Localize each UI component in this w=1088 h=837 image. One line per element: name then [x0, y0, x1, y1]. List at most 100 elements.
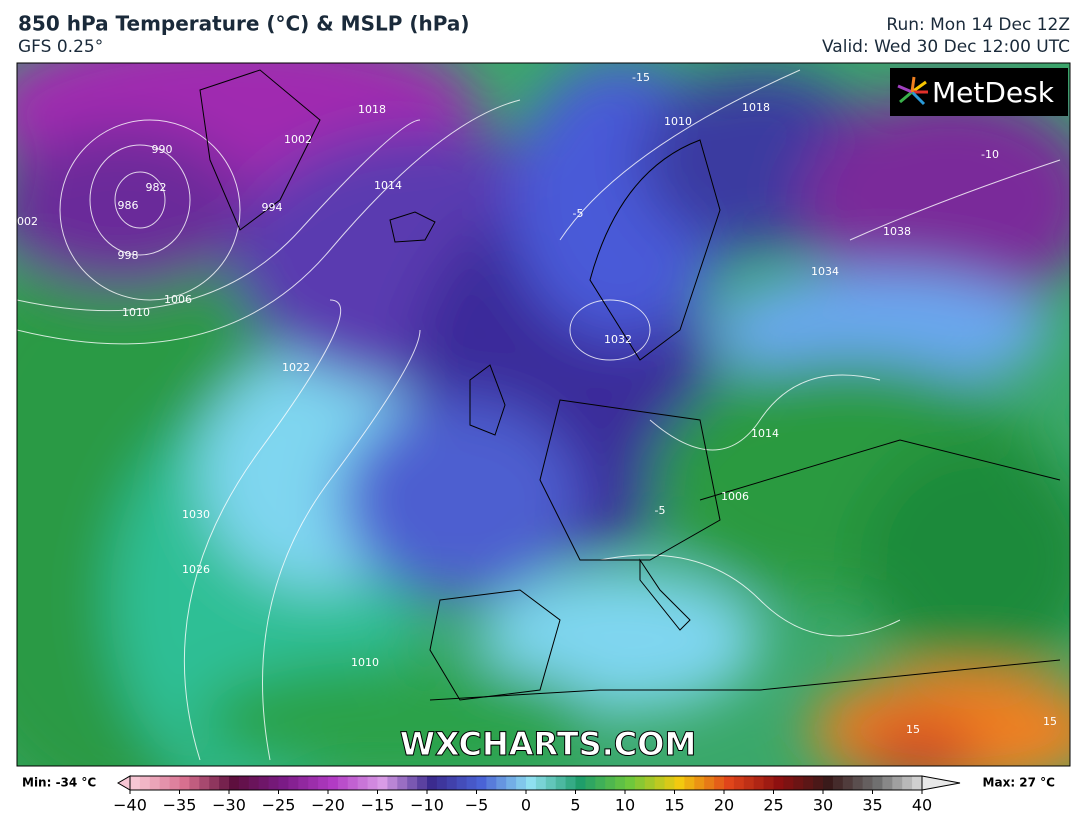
isobar-label: 986 — [118, 199, 139, 212]
isobar-label: 1030 — [182, 508, 210, 521]
colorbar-swatch — [278, 776, 289, 790]
colorbar-swatch — [506, 776, 517, 790]
colorbar-swatch — [912, 776, 923, 790]
colorbar-swatch — [238, 776, 250, 790]
isobar-label: 994 — [262, 201, 283, 214]
colorbar-swatch — [783, 776, 794, 790]
colorbar-swatch — [209, 776, 220, 790]
colorbar-tick-label: 40 — [912, 796, 932, 815]
colorbar-swatch — [813, 776, 824, 790]
colorbar-swatch — [318, 776, 329, 790]
colorbar-tick-label: −30 — [212, 796, 246, 815]
colorbar-swatch — [298, 776, 309, 790]
colorbar-tick-label: 25 — [763, 796, 783, 815]
colorbar-swatch — [496, 776, 507, 790]
colorbar-swatch — [387, 776, 398, 790]
colorbar-tick-label: −15 — [361, 796, 395, 815]
colorbar-swatch — [407, 776, 418, 790]
colorbar-swatch — [149, 776, 161, 790]
colorbar-swatch — [130, 776, 141, 790]
logo-icon — [897, 76, 928, 106]
colorbar-tick-label: 0 — [521, 796, 531, 815]
colorbar-swatch — [832, 776, 844, 790]
legend-min: Min: -34 °C — [22, 776, 96, 790]
colorbar-tick-label: −25 — [262, 796, 296, 815]
colorbar-swatch — [169, 776, 180, 790]
colorbar-tick-label: 5 — [570, 796, 580, 815]
colorbar-swatch — [545, 776, 557, 790]
colorbar-swatch — [664, 776, 675, 790]
isobar-label: 1002 — [284, 133, 312, 146]
colorbar-swatch — [892, 776, 903, 790]
colorbar-swatch — [753, 776, 765, 790]
colorbar-tick-label: 15 — [664, 796, 684, 815]
isobar-label: 982 — [146, 181, 167, 194]
isobar-label: 1010 — [664, 115, 692, 128]
colorbar-tick-label: −40 — [113, 796, 147, 815]
isobar-label: 990 — [152, 143, 173, 156]
colorbar-swatch — [367, 776, 378, 790]
colorbar-tick-label: −5 — [465, 796, 489, 815]
map: 990 982 986 998 1002 1006 1010 994 1002 1014 1022 1… — [17, 63, 1070, 766]
colorbar-swatch — [743, 776, 755, 790]
colorbar-swatch — [575, 776, 586, 790]
colorbar-swatch — [229, 776, 240, 790]
colorbar-swatch — [605, 776, 616, 790]
isobar-label: 1010 — [351, 656, 379, 669]
isobar-label: 1034 — [811, 265, 839, 278]
colorbar: −40 −35 −30 −25 −20 −15 −10 −5 0 5 10 15 20 25 30 35 40 — [113, 775, 961, 815]
colorbar-swatch — [476, 776, 487, 790]
colorbar-swatch — [417, 776, 428, 790]
legend-max: Max: 27 °C — [983, 776, 1056, 790]
colorbar-swatch — [684, 776, 695, 790]
colorbar-swatch — [595, 776, 606, 790]
colorbar-swatch — [724, 776, 735, 790]
temperature-label: 15 — [1043, 715, 1057, 728]
colorbar-swatch — [565, 776, 576, 790]
isobar-label: 1006 — [164, 293, 192, 306]
colorbar-tick-label: 20 — [714, 796, 734, 815]
colorbar-swatch — [189, 776, 200, 790]
temperature-label: -15 — [632, 71, 650, 84]
isobar-label: 1014 — [374, 179, 402, 192]
isobar-label: 1010 — [122, 306, 150, 319]
colorbar-swatch — [704, 776, 715, 790]
colorbar-swatch — [248, 776, 260, 790]
colorbar-swatch — [268, 776, 279, 790]
colorbar-swatch — [793, 776, 804, 790]
colorbar-swatch — [328, 776, 339, 790]
colorbar-swatch — [258, 776, 270, 790]
colorbar-swatch — [902, 776, 913, 790]
colorbar-tick-label: 10 — [615, 796, 635, 815]
isobar-label: 1022 — [282, 361, 310, 374]
colorbar-swatch — [446, 776, 458, 790]
model: GFS 0.25° — [18, 37, 103, 57]
colorbar-swatch — [823, 776, 834, 790]
colorbar-swatch — [674, 776, 685, 790]
colorbar-swatch — [337, 776, 349, 790]
colorbar-swatch — [516, 776, 527, 790]
colorbar-arrow-low — [117, 775, 131, 791]
isobar-labels: 990 982 986 998 1002 1006 1010 994 1002 1014 1022 1… — [17, 71, 1057, 736]
colorbar-swatch — [456, 776, 468, 790]
colorbar-swatch — [634, 776, 646, 790]
colorbar-tick-label: −35 — [163, 796, 197, 815]
colorbar-swatch — [882, 776, 893, 790]
isobar-label: 1026 — [182, 563, 210, 576]
colorbar-swatch — [555, 776, 567, 790]
colorbar-tick-label: 35 — [862, 796, 882, 815]
colorbar-swatch — [654, 776, 666, 790]
colorbar-swatch — [842, 776, 854, 790]
colorbar-swatch — [733, 776, 745, 790]
colorbar-arrow-high — [921, 775, 961, 791]
isobar-label: 1018 — [742, 101, 770, 114]
temperature-label: -5 — [655, 504, 666, 517]
colorbar-swatch — [199, 776, 210, 790]
colorbar-swatch — [347, 776, 359, 790]
colorbar-swatch — [615, 776, 626, 790]
isobar-label: 1018 — [358, 103, 386, 116]
colorbar-tick-label: −20 — [311, 796, 345, 815]
isobar-label: 1014 — [751, 427, 779, 440]
colorbar-swatch — [773, 776, 784, 790]
colorbar-swatch — [436, 776, 448, 790]
